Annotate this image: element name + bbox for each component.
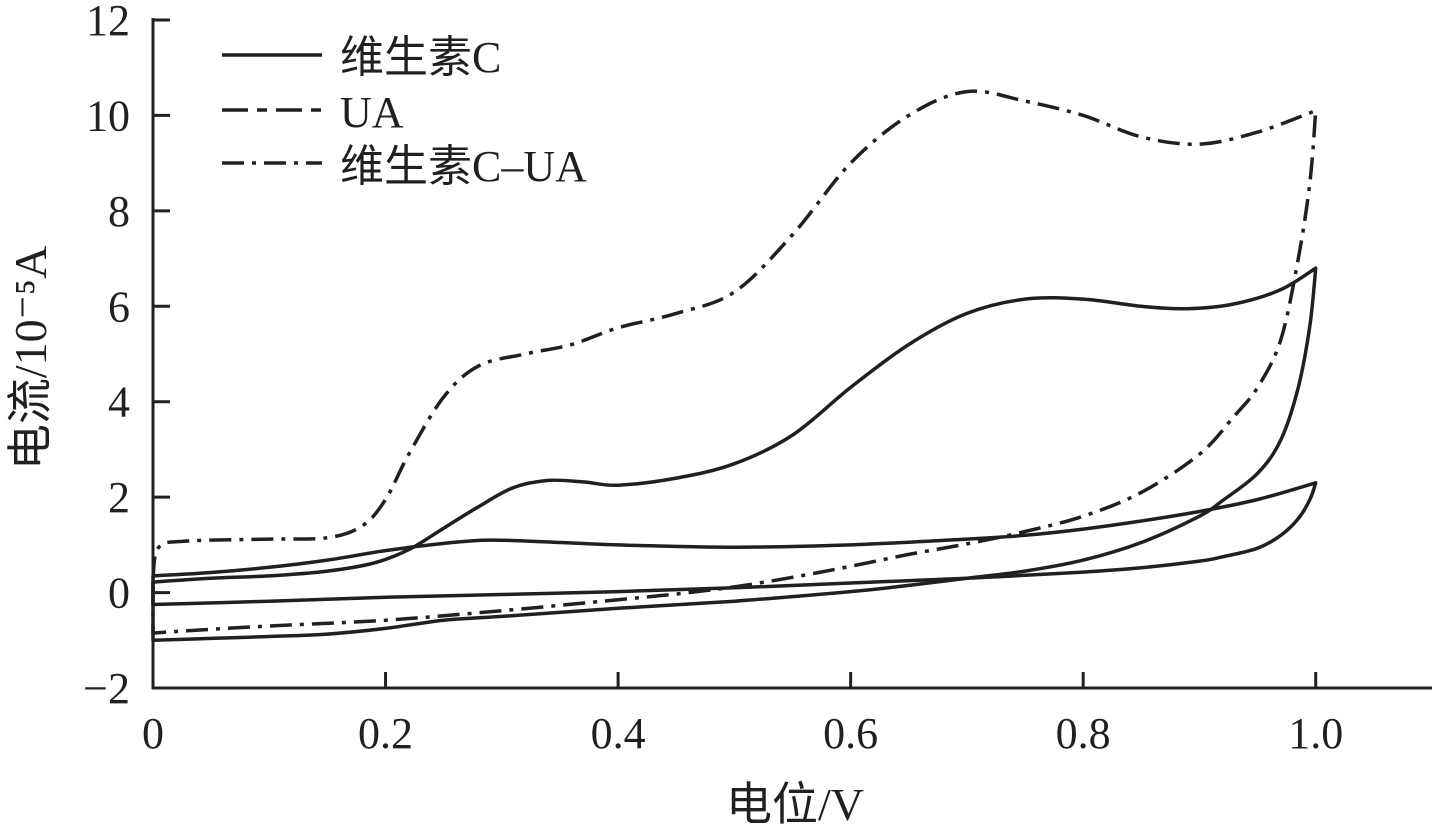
x-tick-label-0.2: 0.2 bbox=[358, 709, 413, 758]
y-tick-label-10: 10 bbox=[86, 91, 130, 140]
x-tick-label-1.0: 1.0 bbox=[1288, 709, 1343, 758]
y-tick-label-0: 0 bbox=[108, 569, 130, 618]
plot-curves bbox=[151, 89, 1318, 643]
x-tick-label-0.4: 0.4 bbox=[591, 709, 646, 758]
y-axis-title: 电流/10⁻⁵A bbox=[5, 246, 56, 470]
vitamin-c-ua-curve bbox=[151, 89, 1318, 635]
vitamin-c-curve bbox=[151, 481, 1318, 607]
legend: 维生素C UA 维生素C–UA bbox=[222, 33, 587, 191]
y-tick-label--2: −2 bbox=[83, 664, 130, 713]
x-axis-title: 电位/V bbox=[726, 779, 864, 829]
x-tick-label-0.6: 0.6 bbox=[823, 709, 878, 758]
y-tick-label-4: 4 bbox=[108, 378, 130, 427]
legend-label-vitamin-c: 维生素C bbox=[340, 33, 501, 82]
x-tick-label-0.8: 0.8 bbox=[1056, 709, 1111, 758]
y-tick-label-6: 6 bbox=[108, 282, 130, 331]
legend-label-ua: UA bbox=[340, 88, 404, 137]
ua-curve bbox=[151, 266, 1318, 643]
y-tick-label-8: 8 bbox=[108, 187, 130, 236]
x-tick-label-0: 0 bbox=[142, 709, 164, 758]
legend-label-vitamin-c-ua: 维生素C–UA bbox=[340, 142, 587, 191]
y-tick-label-12: 12 bbox=[86, 0, 130, 45]
y-tick-label-2: 2 bbox=[108, 473, 130, 522]
